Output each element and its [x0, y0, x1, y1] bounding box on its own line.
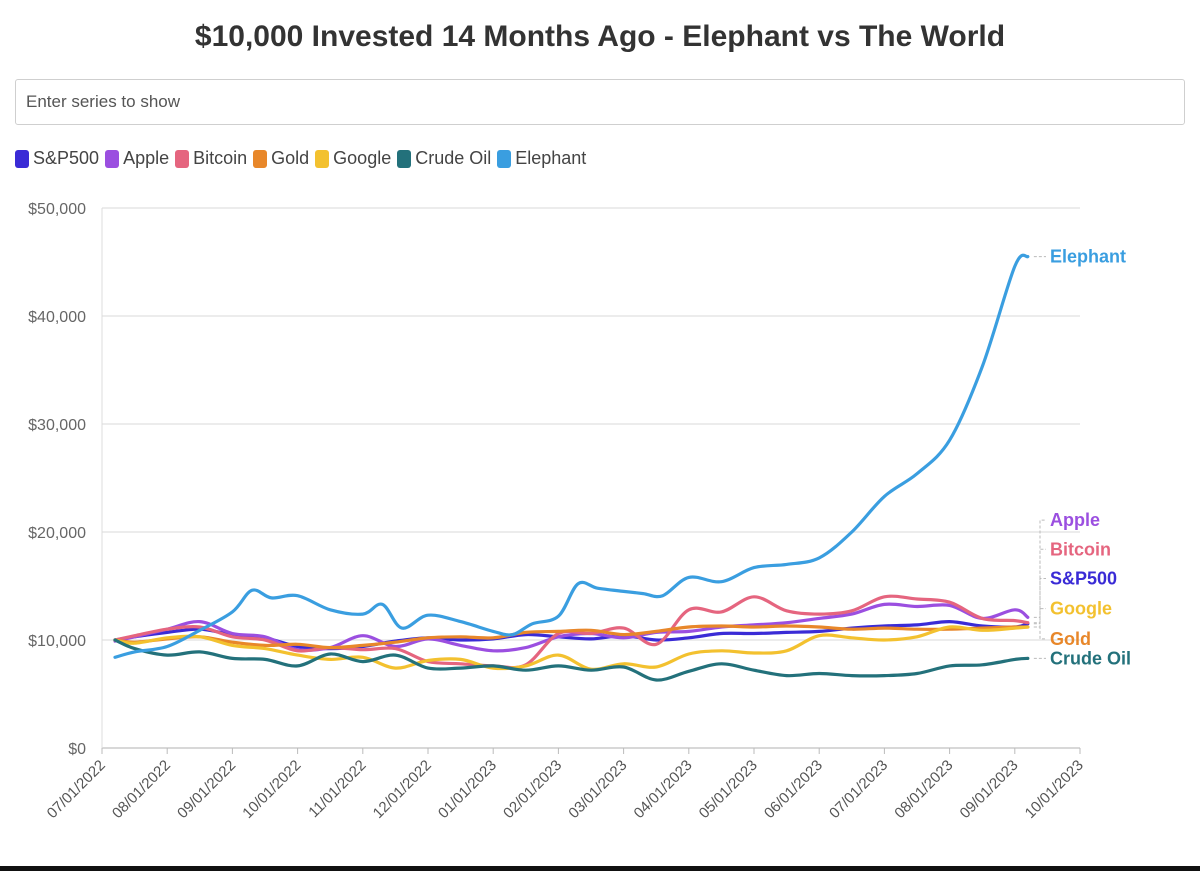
end-label-elephant: Elephant — [1050, 247, 1126, 267]
series-line-google — [113, 625, 1030, 671]
y-tick-label: $40,000 — [28, 309, 86, 326]
legend-swatch — [397, 149, 412, 168]
series-line-crude-oil — [113, 638, 1030, 682]
end-label-crude-oil: Crude Oil — [1050, 648, 1131, 668]
x-tick-label: 03/01/2023 — [565, 757, 630, 822]
label-leader-line — [1033, 626, 1046, 640]
end-label-bitcoin: Bitcoin — [1050, 539, 1111, 559]
end-label-apple: Apple — [1050, 510, 1100, 530]
series-line-gold — [113, 624, 1030, 650]
end-label-s-p500: S&P500 — [1050, 568, 1117, 588]
x-tick-label: 09/01/2022 — [174, 757, 239, 822]
y-tick-label: $10,000 — [28, 633, 86, 650]
x-tick-label: 02/01/2023 — [500, 757, 565, 822]
label-leader-line — [1033, 608, 1046, 628]
y-tick-label: $30,000 — [28, 417, 86, 434]
legend-swatch — [105, 149, 120, 168]
legend-item-gold[interactable]: Gold — [253, 148, 309, 169]
x-tick-label: 07/01/2023 — [826, 757, 891, 822]
legend-swatch — [175, 149, 190, 168]
legend-item-google[interactable]: Google — [315, 148, 391, 169]
legend-swatch — [253, 149, 268, 168]
chart-title: $10,000 Invested 14 Months Ago - Elephan… — [194, 20, 1006, 53]
legend-label: Crude Oil — [415, 148, 492, 168]
x-tick-label: 06/01/2023 — [761, 757, 826, 822]
x-tick-label: 04/01/2023 — [631, 757, 696, 822]
x-tick-label: 01/01/2023 — [435, 757, 500, 822]
legend-item-s-p500[interactable]: S&P500 — [15, 148, 99, 169]
legend-item-elephant[interactable]: Elephant — [497, 148, 586, 169]
x-tick-label: 10/01/2023 — [1022, 757, 1087, 822]
x-tick-label: 05/01/2023 — [696, 757, 761, 822]
x-tick-label: 10/01/2022 — [239, 757, 304, 822]
x-tick-label: 07/01/2022 — [44, 757, 109, 822]
end-label-google: Google — [1050, 599, 1112, 619]
legend-item-bitcoin[interactable]: Bitcoin — [175, 148, 247, 169]
y-tick-label: $0 — [68, 741, 86, 758]
legend-item-apple[interactable]: Apple — [105, 148, 169, 169]
y-tick-label: $50,000 — [28, 201, 86, 218]
x-tick-label: 12/01/2022 — [370, 757, 435, 822]
x-tick-label: 11/01/2022 — [305, 757, 369, 821]
legend-swatch — [315, 149, 330, 168]
legend-item-crude-oil[interactable]: Crude Oil — [397, 148, 491, 169]
legend-label: S&P500 — [33, 148, 100, 168]
bottom-border — [0, 866, 1200, 871]
x-tick-label: 08/01/2022 — [109, 757, 174, 822]
legend-label: Gold — [271, 148, 310, 168]
x-tick-label: 09/01/2023 — [957, 757, 1022, 822]
end-label-gold: Gold — [1050, 629, 1091, 649]
label-leader-line — [1033, 548, 1046, 624]
label-leader-line — [1033, 519, 1046, 618]
series-line-apple — [113, 602, 1030, 653]
legend-swatch — [15, 149, 29, 168]
legend: S&P500 Apple Bitcoin Gold Google Crude Oil Ele… — [15, 148, 586, 169]
legend-label: Google — [333, 148, 392, 168]
series-line-elephant — [113, 253, 1030, 659]
legend-label: Apple — [123, 148, 170, 168]
legend-label: Bitcoin — [193, 148, 248, 168]
x-tick-label: 08/01/2023 — [891, 757, 956, 822]
series-search-input[interactable] — [15, 79, 1185, 125]
legend-swatch — [497, 149, 512, 168]
legend-label: Elephant — [515, 148, 587, 168]
y-tick-label: $20,000 — [28, 525, 86, 542]
